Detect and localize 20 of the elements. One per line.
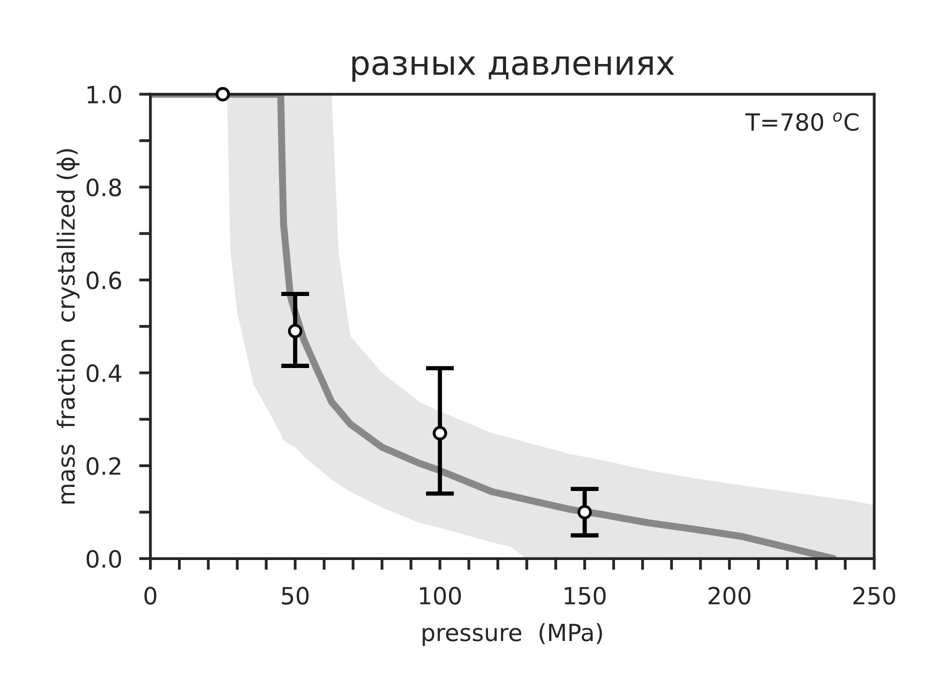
point [577,504,592,520]
point [432,426,448,440]
annotation: T=780 $^{o}$C [745,112,858,131]
x-tick-label: 200 [708,586,750,605]
y-tick-label: 0.0 [86,550,122,568]
point [288,324,302,338]
x-tick-label: 50 [282,586,309,605]
y-tick-label: 0.8 [86,178,122,196]
y-tick-label: 0.2 [86,457,120,476]
x-tick-label: 0 [144,586,156,605]
y-tick-label: 1.0 [88,86,122,104]
x-tick-label: 250 [853,586,896,605]
y-axis-title: mass fraction crystallized (ϕ) [56,149,80,504]
y-tick-label: 0.6 [86,271,122,290]
chart-title: разных давлениях [352,56,674,82]
x-tick-label: 100 [420,586,461,605]
point [216,87,230,102]
x-axis-title: pressure (MPa) [422,623,602,646]
x-tick-label: 150 [564,586,606,605]
y-tick-label: 0.4 [86,364,122,382]
